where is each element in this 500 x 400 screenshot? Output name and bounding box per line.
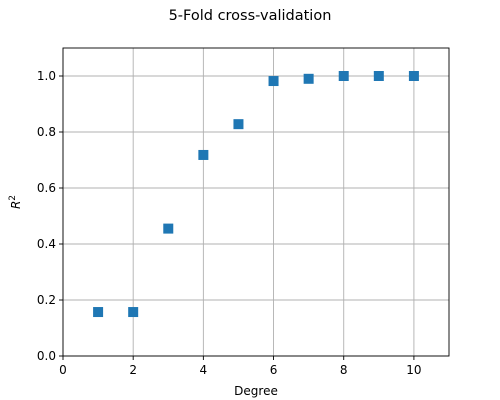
data-point-marker — [373, 71, 384, 81]
x-tick-label: 6 — [270, 363, 278, 377]
data-point-marker — [198, 149, 209, 160]
data-point-marker — [233, 119, 244, 130]
x-tick-label: 4 — [200, 363, 208, 377]
y-tick-label: 0.2 — [37, 293, 56, 307]
data-point-marker — [128, 307, 139, 318]
x-tick-label: 8 — [340, 363, 348, 377]
data-point-marker — [338, 71, 349, 81]
x-axis-label: Degree — [234, 384, 278, 398]
x-tick-label: 10 — [406, 363, 421, 377]
y-tick-label: 0.4 — [37, 237, 56, 251]
data-point-marker — [163, 223, 174, 234]
chart-title: 5-Fold cross-validation — [169, 8, 332, 24]
data-point-marker — [408, 71, 419, 81]
data-point-marker — [268, 76, 279, 87]
x-tick-label: 2 — [129, 363, 137, 377]
data-points — [93, 71, 419, 318]
y-axis-label: R2 — [8, 195, 23, 209]
grid-lines — [62, 48, 449, 357]
data-point-marker — [303, 73, 314, 84]
y-tick-label: 0.8 — [37, 125, 56, 139]
axis-ticks: 0 2 4 6 8 10 0.0 0.2 0.4 0.6 0.8 1.0 — [37, 69, 422, 377]
plot-frame — [62, 47, 450, 357]
data-point-marker — [93, 307, 104, 318]
y-tick-label: 0.0 — [37, 349, 56, 363]
y-tick-label: 1.0 — [37, 69, 56, 83]
y-tick-label: 0.6 — [37, 181, 56, 195]
x-tick-label: 0 — [59, 363, 67, 377]
